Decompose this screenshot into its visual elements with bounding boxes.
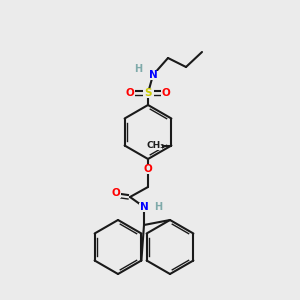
Text: H: H xyxy=(154,202,162,212)
Text: O: O xyxy=(162,88,170,98)
Text: O: O xyxy=(126,88,134,98)
Text: O: O xyxy=(112,188,120,198)
FancyBboxPatch shape xyxy=(125,88,135,98)
FancyBboxPatch shape xyxy=(111,188,121,197)
FancyBboxPatch shape xyxy=(148,70,158,80)
FancyBboxPatch shape xyxy=(161,88,171,98)
FancyBboxPatch shape xyxy=(148,141,162,150)
Text: O: O xyxy=(144,164,152,174)
Text: CH₃: CH₃ xyxy=(146,141,164,150)
Text: N: N xyxy=(148,70,158,80)
FancyBboxPatch shape xyxy=(143,164,153,173)
FancyBboxPatch shape xyxy=(133,64,143,74)
FancyBboxPatch shape xyxy=(153,202,163,211)
Text: N: N xyxy=(140,202,148,212)
Text: H: H xyxy=(134,64,142,74)
FancyBboxPatch shape xyxy=(142,88,154,98)
FancyBboxPatch shape xyxy=(139,202,149,211)
Text: S: S xyxy=(144,88,152,98)
